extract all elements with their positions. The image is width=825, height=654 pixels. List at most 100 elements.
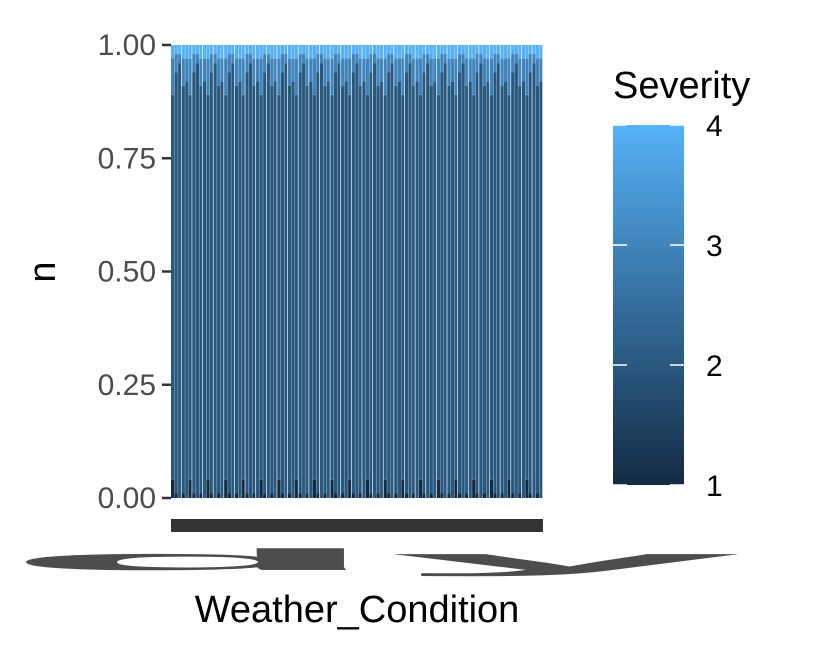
bar-segment-severity-1 (358, 493, 363, 498)
bar-segment-severity-1 (475, 493, 479, 498)
bar-segment-severity-2 (419, 94, 423, 480)
bar-segment-severity-3 (394, 58, 398, 86)
bar-segment-severity-1 (192, 493, 196, 498)
bar-segment-severity-3 (440, 54, 444, 73)
bar-segment-severity-2 (319, 63, 324, 499)
bar-segment-severity-1 (500, 493, 504, 498)
bar-segment-severity-2 (358, 85, 363, 494)
bar-segment-severity-4 (309, 45, 313, 59)
bar-segment-severity-3 (248, 54, 253, 64)
legend-tick-label: 1 (706, 470, 723, 503)
bar-segment-severity-3 (369, 54, 373, 73)
bar-segment-severity-2 (337, 63, 341, 499)
bar-segment-severity-3 (362, 58, 366, 82)
bar-segment-severity-2 (355, 63, 359, 499)
bar-segment-severity-2 (202, 81, 207, 499)
bar-segment-severity-4 (514, 45, 518, 55)
bar-segment-severity-1 (351, 493, 355, 498)
bar-segment-severity-4 (447, 45, 451, 59)
bar-segment-severity-1 (383, 479, 387, 498)
bar-segment-severity-4 (539, 45, 543, 59)
bar-segment-severity-3 (539, 58, 543, 82)
bar-segment-severity-4 (188, 45, 192, 59)
bar-segment-severity-3 (507, 58, 511, 95)
bar-segment-severity-3 (511, 54, 515, 73)
bar-segment-severity-3 (224, 58, 228, 95)
bar-segment-severity-4 (397, 45, 402, 59)
bar-segment-severity-3 (358, 58, 363, 86)
bar-segment-severity-1 (277, 479, 281, 498)
bar-segment-severity-1 (323, 493, 327, 498)
bar-segment-severity-4 (305, 45, 309, 59)
bar-segment-severity-3 (390, 54, 394, 64)
bar-segment-severity-3 (397, 58, 402, 82)
bar-segment-severity-4 (341, 45, 345, 59)
bar-segment-severity-4 (171, 45, 175, 59)
bar-segment-severity-3 (241, 58, 246, 95)
bar-segment-severity-4 (426, 45, 430, 55)
bar-segment-severity-3 (316, 54, 320, 73)
bar-segment-severity-2 (295, 94, 299, 480)
bar-segment-severity-3 (256, 58, 260, 82)
bar-segment-severity-3 (259, 58, 263, 95)
bar-segment-severity-3 (525, 58, 529, 95)
bar-segment-severity-3 (298, 54, 302, 73)
bar-segment-severity-3 (450, 58, 455, 82)
bar-segment-severity-3 (408, 54, 412, 64)
bar-segment-severity-4 (195, 45, 200, 55)
bar-segment-severity-1 (401, 479, 405, 498)
bar-segment-severity-1 (422, 493, 426, 498)
bar-segment-severity-2 (465, 85, 469, 494)
bar-segment-severity-3 (309, 58, 313, 82)
bar-segment-severity-1 (365, 479, 370, 498)
bar-segment-severity-2 (231, 63, 235, 499)
bar-segment-severity-1 (369, 493, 373, 498)
bar-segment-severity-4 (302, 45, 306, 55)
bar-segment-severity-3 (245, 54, 249, 73)
bar-segment-severity-1 (287, 493, 292, 498)
bar-segment-severity-3 (295, 58, 299, 95)
bar-segment-severity-1 (295, 479, 299, 498)
bar-segment-severity-2 (312, 94, 316, 480)
bar-segment-severity-4 (224, 45, 228, 59)
y-axis: 0.00 0.25 0.50 0.75 1.00 (98, 29, 171, 515)
bar-segment-severity-2 (404, 72, 409, 494)
bar-segment-severity-1 (188, 479, 192, 498)
bar-segment-severity-3 (419, 58, 423, 95)
bar-segment-severity-3 (429, 58, 433, 86)
bar-segment-severity-4 (284, 45, 288, 55)
bar-segment-severity-1 (454, 479, 458, 498)
bar-segment-severity-4 (355, 45, 359, 55)
bar-segment-severity-4 (227, 45, 231, 55)
bar-segment-severity-4 (178, 45, 182, 55)
bar-segment-severity-3 (284, 54, 288, 64)
bar-segment-severity-2 (171, 94, 175, 480)
y-axis-title: n (22, 261, 64, 282)
bar-segment-severity-3 (404, 54, 409, 73)
bar-segment-severity-4 (252, 45, 256, 59)
bar-segment-severity-3 (521, 58, 526, 82)
bar-segment-severity-2 (365, 94, 370, 480)
bar-segment-severity-4 (433, 45, 437, 59)
bar-segment-severity-2 (429, 85, 433, 494)
bar-segment-severity-1 (181, 493, 185, 498)
bar-segment-severity-4 (369, 45, 373, 55)
bar-segment-severity-2 (174, 72, 178, 494)
bar-segment-severity-4 (507, 45, 511, 59)
bar-segment-severity-4 (454, 45, 458, 59)
bar-segment-severity-3 (401, 58, 405, 95)
bar-segment-severity-4 (532, 45, 536, 55)
bar-segment-severity-4 (504, 45, 508, 59)
bar-segment-severity-3 (489, 58, 494, 95)
bar-segment-severity-3 (535, 58, 540, 86)
bar-segment-severity-3 (341, 58, 345, 86)
bar-segment-severity-4 (365, 45, 370, 59)
bar-segment-severity-2 (280, 72, 285, 494)
bar-segment-severity-2 (401, 94, 405, 480)
bar-segment-severity-2 (450, 81, 455, 499)
bar-segment-severity-1 (241, 479, 246, 498)
bar-segment-severity-2 (206, 94, 210, 480)
bar-segment-severity-3 (422, 54, 426, 73)
bar-segment-severity-2 (486, 81, 490, 499)
bar-segment-severity-1 (171, 479, 175, 498)
